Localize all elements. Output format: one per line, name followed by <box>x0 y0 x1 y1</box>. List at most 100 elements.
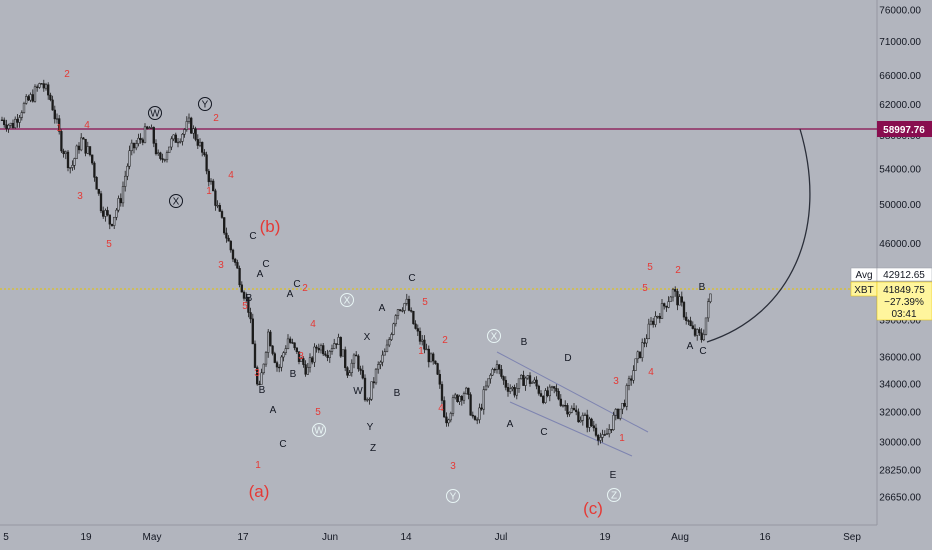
candle <box>616 408 620 420</box>
candle <box>20 110 23 121</box>
candle <box>671 287 675 302</box>
candle <box>401 307 404 313</box>
channel-line-lower <box>509 401 633 457</box>
price-tick-label: 46000.00 <box>879 239 921 250</box>
candle <box>27 94 30 101</box>
candle <box>165 150 169 163</box>
wave-label-black: A <box>507 419 514 430</box>
candle <box>476 417 479 425</box>
candle <box>564 400 567 411</box>
candle <box>216 200 219 209</box>
candle <box>330 344 334 355</box>
candle <box>546 386 549 398</box>
candle <box>97 188 100 196</box>
candle <box>187 113 191 124</box>
candle <box>286 334 290 350</box>
candle <box>586 409 589 433</box>
candle <box>480 403 483 411</box>
wave-label-black: C <box>408 273 415 284</box>
candle <box>154 139 158 156</box>
candle <box>619 408 622 421</box>
wave-label-black: A <box>270 405 277 416</box>
circled-wave-label: X <box>487 329 501 343</box>
candle <box>403 302 406 314</box>
candle <box>502 375 505 385</box>
date-tick-label: 19 <box>599 532 611 543</box>
candle <box>581 412 584 426</box>
date-tick-label: 16 <box>759 532 771 543</box>
wave-label-red: 5 <box>242 301 248 312</box>
candle <box>42 79 45 92</box>
time-axis[interactable] <box>0 525 932 550</box>
candle <box>550 385 554 391</box>
candle <box>689 316 692 327</box>
avg-value: 42912.65 <box>883 270 925 281</box>
candle <box>91 154 94 166</box>
candle <box>51 95 54 111</box>
candle <box>22 101 26 114</box>
candle <box>121 181 125 207</box>
candle <box>271 345 274 356</box>
candle <box>350 359 353 377</box>
candle <box>119 193 122 207</box>
svg-text:W: W <box>314 426 324 437</box>
candle <box>143 123 147 144</box>
candle <box>344 346 347 372</box>
candle <box>698 327 701 336</box>
candle <box>245 292 248 304</box>
candle <box>5 119 8 132</box>
candle <box>60 129 63 153</box>
symbol-label: XBT <box>854 285 873 296</box>
candle <box>634 358 637 371</box>
candle <box>238 265 241 288</box>
candle <box>500 365 503 379</box>
candle <box>225 227 228 243</box>
candle <box>632 365 635 384</box>
candle <box>625 383 628 411</box>
date-tick-labels: 5 19 May 17 Jun 14 Jul 19 Aug 16 Sep <box>3 532 861 543</box>
candle <box>247 297 250 318</box>
svg-text:W: W <box>150 109 160 120</box>
candle <box>18 115 21 128</box>
candle <box>649 317 653 326</box>
price-axis[interactable] <box>877 0 932 525</box>
date-tick-label: May <box>143 532 162 543</box>
wave-label-black: B <box>394 388 401 399</box>
candle <box>460 395 463 406</box>
wave-label-black: C <box>540 427 547 438</box>
candle <box>80 133 83 152</box>
candle <box>676 288 679 311</box>
candle <box>693 324 697 337</box>
candle <box>300 356 303 362</box>
svg-text:Y: Y <box>202 100 209 111</box>
candle <box>273 351 276 364</box>
wave-label-black: A <box>687 341 694 352</box>
plot-area[interactable] <box>0 0 877 525</box>
candle <box>390 332 393 341</box>
candle <box>449 411 452 423</box>
wave-label-black: E <box>610 470 617 481</box>
candle <box>515 383 518 400</box>
candle <box>128 145 131 170</box>
candle <box>454 392 457 400</box>
candle <box>220 209 224 219</box>
projection-arc[interactable] <box>706 128 811 343</box>
candle <box>135 140 138 151</box>
candle <box>64 150 67 160</box>
candle <box>9 122 12 129</box>
candle <box>469 392 472 416</box>
wave-label-black: B <box>259 385 266 396</box>
candle <box>44 82 48 91</box>
circled-wave-label: Y <box>198 97 212 111</box>
candle <box>278 364 281 373</box>
candle <box>399 309 402 312</box>
date-tick-label: Jul <box>495 532 508 543</box>
candle <box>313 343 316 367</box>
candle <box>196 134 199 149</box>
candle <box>297 351 301 365</box>
candle <box>357 354 360 372</box>
candle <box>311 356 314 365</box>
price-tick-label: 36000.00 <box>879 353 921 364</box>
candle <box>130 139 133 156</box>
